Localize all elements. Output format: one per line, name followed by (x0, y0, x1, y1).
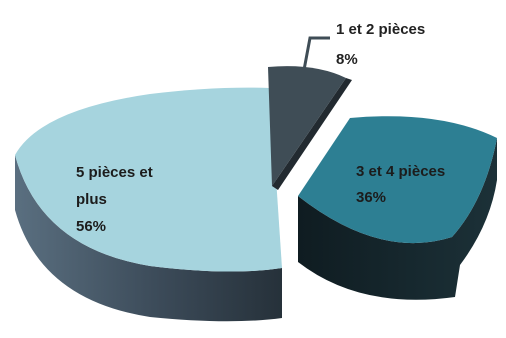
slice-5-pieces-et-plus-top (15, 87, 282, 272)
slice-1-et-2-pieces-side (272, 78, 352, 190)
slice-1-et-2-pieces (268, 66, 352, 190)
slice-5-pieces-et-plus-side (15, 155, 282, 322)
slice-3-et-4-pieces (298, 116, 497, 300)
slice-3-et-4-pieces-side (298, 138, 497, 300)
label-3-et-4-pieces: 3 et 4 pièces 36% (356, 163, 449, 206)
leader-line-1-et-2-pieces (302, 36, 330, 71)
slice-5-pieces-et-plus (15, 87, 282, 322)
label-5-pieces-et-plus: 5 pièces et plus 56% (76, 164, 157, 235)
label-1-et-2-pieces: 1 et 2 pièces 8% (336, 21, 429, 68)
slice-3-et-4-pieces-top (298, 116, 497, 244)
slice-1-et-2-pieces-top (268, 66, 346, 186)
